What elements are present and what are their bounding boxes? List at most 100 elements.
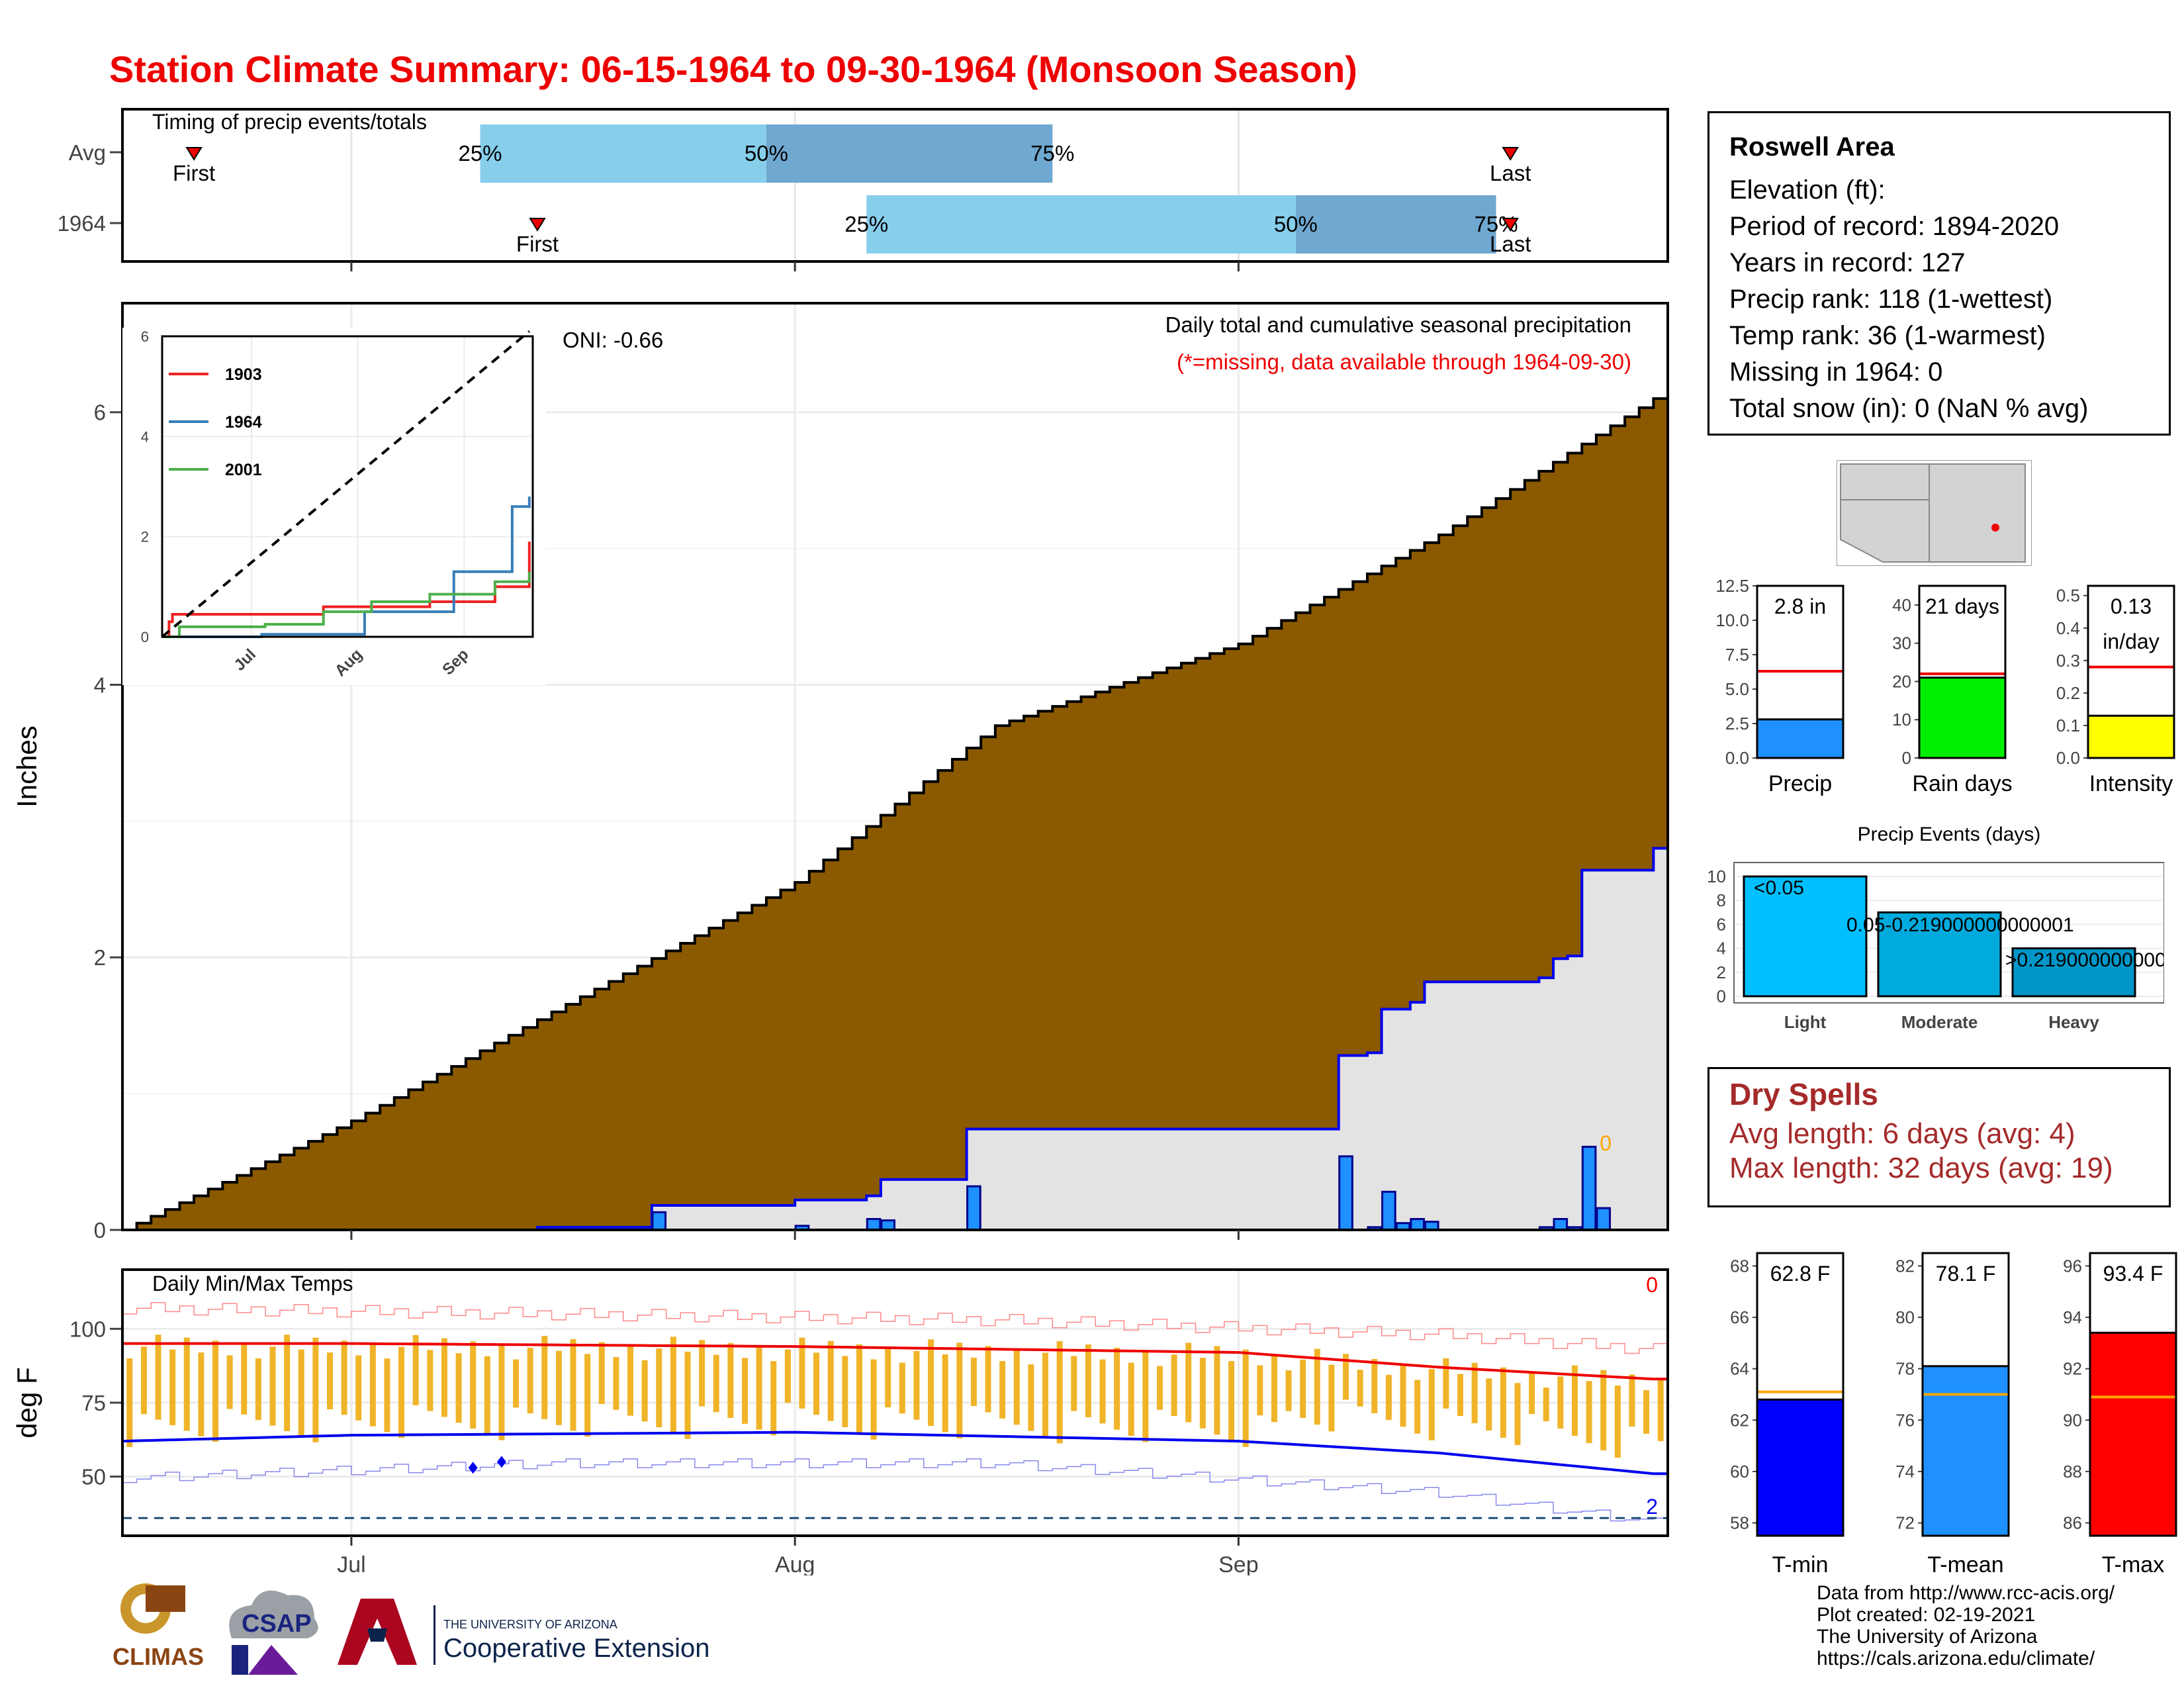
station-location-dot (1991, 524, 1999, 532)
temp-bar-tick-label: 78 (1895, 1359, 1915, 1379)
x-tick-label: Sep (1218, 1552, 1259, 1575)
timing-row-label: 1964 (58, 211, 106, 236)
y-tick-label: 4 (94, 673, 106, 697)
inset-y-tick-label: 0 (141, 629, 149, 645)
x-tick-label: Aug (775, 1552, 815, 1575)
inset-avg-line (161, 330, 531, 638)
temp-frame (121, 1268, 1669, 1537)
daily-precip-bar (1338, 1155, 1353, 1231)
temp-bar-tick-label: 72 (1895, 1513, 1915, 1533)
temp-bar-frame (1756, 1252, 1844, 1537)
event-label-heavy: >0.219000000000001 (2005, 949, 2177, 971)
mini-tick-label: 10.0 (1715, 610, 1749, 630)
info-years: Years in record: 127 (1729, 248, 1966, 277)
dry-avg-length: Avg length: 6 days (avg: 4) (1729, 1117, 2075, 1150)
inset-line-1964 (162, 496, 531, 638)
timing-first-label: First (516, 232, 559, 256)
record-low-marker (496, 1456, 506, 1468)
temp-bar-tick-label: 62 (1730, 1410, 1749, 1430)
info-elevation: Elevation (ft): (1729, 175, 1886, 205)
temp-value-label: 62.8 F (1770, 1262, 1831, 1286)
dry-spells-box: Dry Spells Avg length: 6 days (avg: 4) M… (1707, 1067, 2171, 1207)
timing-first-marker (185, 147, 203, 161)
mini-tick-label: 5.0 (1725, 679, 1749, 699)
temp-value-label: 93.4 F (2103, 1262, 2163, 1286)
event-bar-moderate (1877, 911, 2002, 998)
info-temp-rank: Temp rank: 36 (1-warmest) (1729, 321, 2046, 350)
ua-top-text: THE UNIVERSITY OF ARIZONA (443, 1618, 617, 1631)
x-tick-label: Jul (337, 1552, 365, 1575)
mini-frame (1918, 585, 2007, 759)
timing-band-50-75 (1295, 195, 1496, 254)
mini-bar-rain-days (1918, 677, 2007, 759)
events-clip (2164, 818, 2177, 1046)
missing-count: 0 (1600, 1131, 1612, 1155)
timing-frame (121, 108, 1669, 263)
dry-spells-title: Dry Spells (1729, 1077, 1878, 1111)
observed-cumulative-area (122, 848, 1668, 1230)
event-bar-heavy (2011, 947, 2136, 998)
credits: Data from http://www.rcc-acis.org/ Plot … (1817, 1582, 2115, 1669)
mini-tick-label: 0.0 (1725, 748, 1749, 768)
temp-y-tick-label: 50 (81, 1465, 106, 1489)
events-tick-label: 8 (1717, 890, 1726, 910)
record-low-count: 2 (1646, 1495, 1658, 1519)
timing-p50-label: 50% (1274, 212, 1318, 236)
credit-line: https://cals.arizona.edu/climate/ (1817, 1648, 2095, 1669)
avg-cumulative-line (122, 397, 1668, 1231)
summary-bars: 0.0 2.5 5.0 7.5 10.0 12.5 2.8 in Precip 0 10 20 30 4… (1715, 576, 2175, 796)
avg-tmax-line (122, 1342, 1668, 1381)
mini-frame (1756, 585, 1844, 759)
mini-tick-label: 20 (1892, 671, 1911, 691)
temperature-bars: 58 60 62 64 66 68 62.8 F T-min 72 74 76 78 80 82 78.1 … (1730, 1252, 2177, 1577)
avg-tmin-line (122, 1430, 1668, 1476)
timing-first-marker (529, 218, 546, 232)
inset-y-tick-label: 4 (141, 428, 149, 445)
temp-bar-t-min (1756, 1398, 1844, 1537)
mini-tick-label: 0.5 (2056, 586, 2080, 606)
map-arizona (1840, 463, 1930, 563)
mini-tick-label: 0.2 (2056, 683, 2080, 703)
temp-y-tick-label: 75 (81, 1391, 106, 1415)
timing-first-label: First (173, 161, 215, 185)
precip-events-chart: Precip Events (days) 0 2 4 6 8 10 Light Moderate… (1707, 818, 2177, 1046)
daily-precip-bar (866, 1218, 882, 1231)
temp-bar-tick-label: 60 (1730, 1462, 1749, 1481)
events-tick-label: 10 (1707, 867, 1726, 886)
timing-p75-label: 75% (1030, 141, 1074, 165)
event-category-label: Light (1784, 1012, 1827, 1032)
mini-frame (2087, 585, 2175, 759)
credit-line: Data from http://www.rcc-acis.org/ (1817, 1582, 2115, 1604)
timing-title: Timing of precip events/totals (152, 110, 427, 134)
timing-last-marker (1502, 147, 1519, 161)
events-title: Precip Events (days) (1858, 823, 2041, 845)
events-tick-label: 4 (1717, 939, 1726, 959)
events-tick-label: 0 (1717, 986, 1726, 1006)
record-low-marker (468, 1462, 478, 1474)
temp-bar-tick-label: 96 (2063, 1256, 2082, 1276)
missing-note: (*=missing, data available through 1964-… (1177, 350, 1631, 374)
daily-precip-bar (966, 1185, 981, 1231)
timing-row-label: Avg (69, 140, 106, 165)
y-tick-label: 2 (94, 945, 106, 970)
timing-last-marker (1502, 218, 1519, 232)
mini-tick-label: 0 (1902, 748, 1911, 768)
temp-value-label: 78.1 F (1936, 1262, 1996, 1286)
mini-tick-label: 0.0 (2056, 748, 2080, 768)
temp-bar-tick-label: 68 (1730, 1256, 1749, 1276)
timing-band-50-75 (766, 124, 1053, 183)
daily-precip-bar (1410, 1218, 1425, 1231)
timing-band-25-50 (480, 124, 766, 183)
events-tick-label: 6 (1717, 914, 1726, 934)
temp-bar-tick-label: 92 (2063, 1359, 2082, 1379)
record-low-line (122, 1458, 1668, 1522)
temp-bar-t-max (2089, 1331, 2177, 1537)
daily-precip-bar (1553, 1218, 1569, 1231)
inset-y-tick-label: 6 (141, 328, 149, 345)
mini-bar-intensity (2087, 714, 2175, 759)
daily-precip-bar (1581, 1145, 1597, 1231)
mini-value-label-2: in/day (2103, 630, 2159, 653)
daily-precip-bar (651, 1211, 667, 1231)
timing-last-label: Last (1490, 161, 1531, 185)
